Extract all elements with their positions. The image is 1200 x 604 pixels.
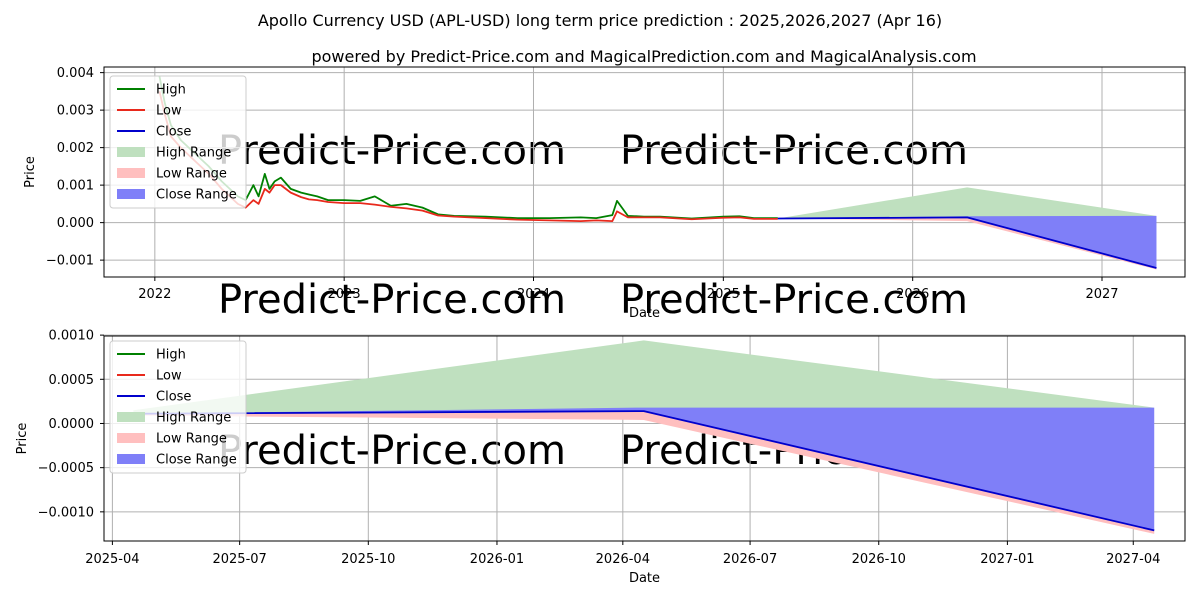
x-tick-label: 2025-10 bbox=[341, 552, 395, 567]
y-axis-label: Price bbox=[15, 423, 30, 455]
legend-swatch bbox=[117, 433, 145, 443]
series-line-close bbox=[777, 216, 1157, 269]
y-tick-label: −0.0010 bbox=[38, 505, 94, 520]
watermark-text: Predict-Price.com bbox=[218, 428, 566, 474]
y-tick-label: 0.0010 bbox=[49, 329, 95, 344]
band-high-range bbox=[777, 187, 1157, 219]
x-tick-label: 2024 bbox=[517, 287, 550, 302]
band-high-range bbox=[133, 340, 1155, 414]
chart-subtitle: powered by Predict-Price.com and Magical… bbox=[311, 47, 976, 66]
plot-frame bbox=[103, 66, 1186, 278]
x-tick-label: 2027-01 bbox=[980, 552, 1034, 567]
x-tick-label: 2026-04 bbox=[596, 552, 650, 567]
series-line-close bbox=[133, 410, 1155, 532]
legend-label: Low Range bbox=[156, 432, 227, 447]
x-tick-label: 2025-04 bbox=[85, 552, 139, 567]
x-tick-label: 2026 bbox=[896, 287, 929, 302]
y-tick-label: 0.001 bbox=[57, 179, 94, 194]
legend-label: High Range bbox=[156, 411, 231, 426]
legend-label: Low bbox=[156, 369, 182, 384]
legend-label: Low bbox=[156, 104, 182, 119]
legend-swatch bbox=[117, 454, 145, 464]
legend-label: Close bbox=[156, 390, 191, 405]
chart-title: Apollo Currency USD (APL-USD) long term … bbox=[258, 11, 942, 30]
x-tick-label: 2026-07 bbox=[723, 552, 777, 567]
bottom-chart-panel: Predict-Price.comPredict-Price.com2025-0… bbox=[15, 329, 1186, 586]
legend-label: High bbox=[156, 83, 186, 98]
top-chart-panel: Predict-Price.com Predict-Price.com Predic… bbox=[23, 66, 1186, 323]
x-tick-label: 2025-07 bbox=[212, 552, 266, 567]
legend-swatch bbox=[117, 189, 145, 199]
watermark-text: Predict-Price.com bbox=[218, 277, 566, 323]
legend-label: Close bbox=[156, 125, 191, 140]
watermark-text: Predict-Price.com bbox=[218, 128, 566, 174]
legend-label: Close Range bbox=[156, 453, 237, 468]
x-tick-label: 2022 bbox=[138, 287, 171, 302]
legend-swatch bbox=[117, 168, 145, 178]
y-tick-label: 0.004 bbox=[57, 66, 94, 81]
x-tick-label: 2026-01 bbox=[470, 552, 524, 567]
band-close-range bbox=[777, 215, 1157, 268]
y-tick-label: 0.002 bbox=[57, 141, 94, 156]
watermark-text: Predict-Price.com bbox=[620, 277, 968, 323]
x-tick-label: 2027 bbox=[1085, 287, 1118, 302]
legend-label: High bbox=[156, 348, 186, 363]
x-tick-label: 2025 bbox=[707, 287, 740, 302]
y-tick-label: 0.0000 bbox=[49, 417, 95, 432]
legend: High Low Close High Range Low Range Close Ran… bbox=[109, 340, 247, 474]
y-tick-label: −0.001 bbox=[46, 254, 94, 269]
x-axis-label: Date bbox=[629, 306, 660, 321]
watermark-text: Predict-Price.com bbox=[620, 128, 968, 174]
band-close-range bbox=[133, 407, 1155, 531]
y-tick-label: −0.0005 bbox=[38, 461, 94, 476]
y-axis-label: Price bbox=[23, 156, 38, 188]
legend-label: High Range bbox=[156, 146, 231, 161]
x-axis-label: Date bbox=[629, 571, 660, 586]
x-tick-label: 2023 bbox=[328, 287, 361, 302]
y-tick-label: 0.0005 bbox=[49, 373, 95, 388]
legend-label: Close Range bbox=[156, 188, 237, 203]
x-tick-label: 2027-04 bbox=[1106, 552, 1160, 567]
legend: High Low Close High Range Low Range Close Ran… bbox=[109, 75, 247, 209]
plot-frame bbox=[103, 335, 1186, 542]
legend-swatch bbox=[117, 147, 145, 157]
y-tick-label: 0.000 bbox=[57, 216, 94, 231]
legend-label: Low Range bbox=[156, 167, 227, 182]
y-tick-label: 0.003 bbox=[57, 104, 94, 119]
x-tick-label: 2026-10 bbox=[852, 552, 906, 567]
legend-swatch bbox=[117, 412, 145, 422]
